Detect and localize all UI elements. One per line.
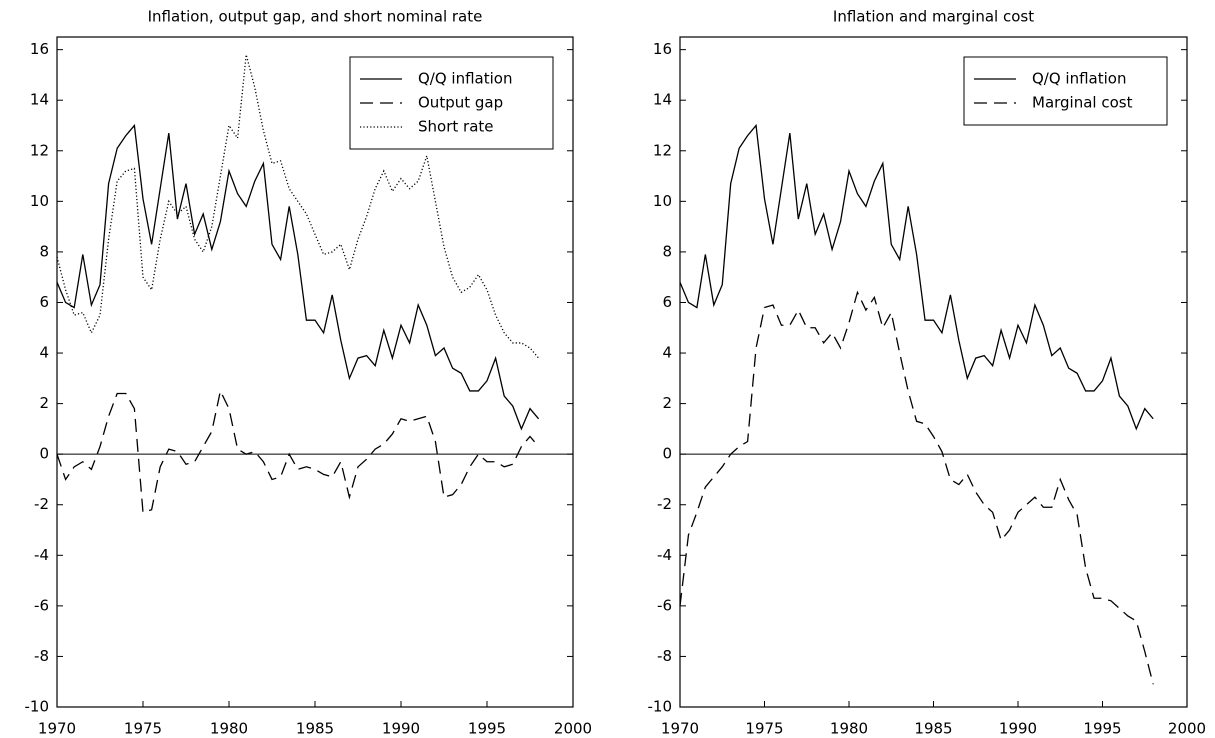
y-tick-label: 6 <box>39 293 49 311</box>
y-tick-label: 14 <box>30 91 49 109</box>
y-tick-label: 2 <box>39 394 49 412</box>
y-tick-label: 14 <box>653 91 672 109</box>
y-tick-label: 16 <box>653 40 672 58</box>
y-tick-label: 10 <box>653 192 672 210</box>
legend-label: Marginal cost <box>1032 94 1133 112</box>
legend-label: Output gap <box>418 94 503 112</box>
x-tick-label: 1980 <box>830 720 868 738</box>
y-tick-label: 4 <box>662 344 672 362</box>
plot-frame <box>679 36 1188 708</box>
x-tick-label: 1980 <box>210 720 248 738</box>
x-tick-label: 1985 <box>914 720 952 738</box>
series-line <box>679 290 1154 685</box>
x-tick-label: 1990 <box>382 720 420 738</box>
series-line <box>56 123 540 431</box>
y-tick-label: -6 <box>34 596 49 614</box>
series-line <box>679 123 1154 431</box>
legend-label: Q/Q inflation <box>1032 70 1126 88</box>
y-tick-label: 0 <box>662 445 672 463</box>
y-tick-label: -8 <box>34 647 49 665</box>
y-tick-label: -8 <box>657 647 672 665</box>
y-tick-label: 6 <box>662 293 672 311</box>
y-tick-label: 16 <box>30 40 49 58</box>
chart-title: Inflation, output gap, and short nominal… <box>148 8 483 26</box>
y-tick-label: 12 <box>653 141 672 159</box>
x-tick-label: 1985 <box>296 720 334 738</box>
x-tick-label: 1995 <box>468 720 506 738</box>
x-tick-label: 1970 <box>38 720 76 738</box>
panel: Inflation and marginal cost -10 -8 -6 -4 -2 0 2… <box>648 8 1207 738</box>
legend-box <box>963 56 1168 126</box>
x-tick-label: 2000 <box>554 720 592 738</box>
series-line <box>56 54 540 359</box>
y-tick-label: -10 <box>25 698 50 716</box>
x-tick-label: 1975 <box>124 720 162 738</box>
chart-title: Inflation and marginal cost <box>833 8 1034 26</box>
legend-label: Q/Q inflation <box>418 70 512 88</box>
y-tick-label: 12 <box>30 141 49 159</box>
y-tick-label: -2 <box>34 495 49 513</box>
y-tick-label: 8 <box>662 242 672 260</box>
x-tick-label: 2000 <box>1168 720 1206 738</box>
x-tick-label: 1975 <box>745 720 783 738</box>
x-tick-label: 1970 <box>661 720 699 738</box>
x-tick-label: 1990 <box>999 720 1037 738</box>
y-tick-label: -10 <box>648 698 673 716</box>
legend-label: Short rate <box>418 118 494 136</box>
y-tick-label: 8 <box>39 242 49 260</box>
x-tick-label: 1995 <box>1083 720 1121 738</box>
series-line <box>56 388 540 514</box>
y-tick-label: 4 <box>39 344 49 362</box>
y-tick-label: -4 <box>34 546 49 564</box>
panel: Inflation, output gap, and short nominal… <box>25 8 593 738</box>
y-tick-label: -2 <box>657 495 672 513</box>
y-tick-label: 10 <box>30 192 49 210</box>
y-tick-label: 2 <box>662 394 672 412</box>
y-tick-label: -4 <box>657 546 672 564</box>
y-tick-label: 0 <box>39 445 49 463</box>
y-tick-label: -6 <box>657 596 672 614</box>
